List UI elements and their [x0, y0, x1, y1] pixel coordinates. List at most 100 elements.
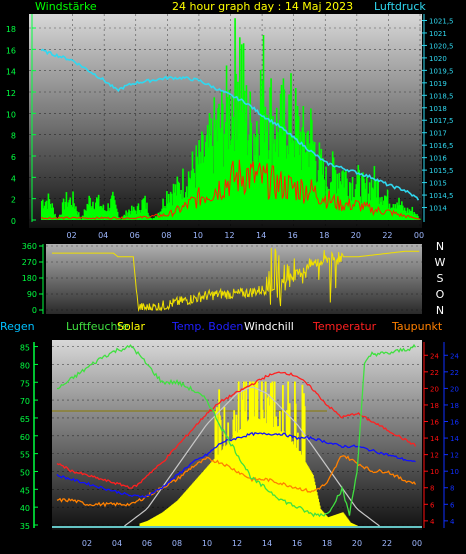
wind-bar	[312, 144, 315, 220]
gust-line	[40, 159, 421, 220]
x-tick-label: 18	[322, 539, 332, 548]
wind-bar	[292, 136, 294, 220]
wind-bar	[362, 172, 364, 220]
wind-bar	[378, 203, 380, 220]
wind-bar	[72, 191, 74, 220]
solar-bar	[301, 384, 304, 526]
wind-bar	[111, 195, 113, 220]
wind-bar	[394, 204, 397, 220]
wind-bar	[59, 214, 61, 220]
wind-bar	[62, 198, 65, 220]
wind-bar	[219, 128, 221, 220]
wind-bar	[326, 186, 328, 220]
wind-bar	[278, 119, 281, 220]
x-tick-label: 00	[414, 231, 424, 240]
wind-bar	[275, 107, 278, 220]
wind-bar	[101, 208, 104, 220]
wind-bar	[89, 197, 91, 220]
wind-bar	[240, 44, 243, 221]
wind-bar	[63, 209, 66, 220]
wind-bar	[95, 197, 98, 220]
x-tick-label: 04	[112, 539, 122, 548]
wind-bar	[106, 210, 108, 220]
x-tick-label: 16	[292, 539, 302, 548]
wind-bar	[55, 217, 57, 220]
wind-bar	[173, 192, 176, 220]
wind-tick-label: 8	[11, 132, 16, 141]
wind-bar	[147, 212, 149, 220]
wind-bar	[395, 208, 397, 220]
wind-tick-label: 12	[6, 89, 16, 98]
wind-bar	[365, 177, 368, 220]
wind-bar	[52, 207, 54, 220]
wind-bar	[294, 88, 297, 220]
wind-bar	[166, 191, 168, 220]
wind-bar	[61, 202, 64, 220]
wind-bar	[164, 205, 166, 220]
compass-label: S	[437, 272, 444, 285]
wind-bar	[377, 180, 379, 220]
wind-bar	[225, 65, 228, 221]
wind-bar	[260, 98, 263, 220]
pressure-tick-label: 1018	[429, 105, 447, 113]
wind-bar	[90, 207, 92, 220]
wind-bar	[196, 156, 198, 220]
wind-bar	[331, 151, 334, 220]
wind-bar	[342, 170, 344, 220]
wind-bar	[131, 205, 133, 220]
x-tick-label: 12	[232, 539, 242, 548]
humidity-series	[56, 343, 417, 518]
compass-label: W	[435, 256, 446, 269]
direction-y-axis: 0 90 180 270 360	[22, 242, 44, 315]
wind-bar	[399, 204, 401, 220]
wind-bar	[256, 121, 258, 220]
wind-bar	[127, 212, 129, 220]
wind-bar	[346, 178, 348, 220]
wind-bar	[401, 205, 404, 220]
wind-bar	[109, 207, 111, 220]
wind-bar	[283, 89, 286, 221]
legend-solar: Solar	[117, 320, 146, 333]
wind-bar	[265, 131, 268, 220]
wind-bar	[351, 177, 354, 220]
wind-bar	[285, 158, 288, 220]
legend-regen: Regen	[0, 320, 35, 333]
wind-bar	[119, 219, 122, 220]
wind-bar	[220, 132, 222, 220]
wind-bar	[301, 127, 304, 220]
wind-bar	[216, 141, 218, 220]
wind-bar	[403, 207, 406, 220]
wind-bar	[141, 200, 144, 220]
wind-bar	[295, 118, 298, 220]
pressure-tick-label: 1015,5	[429, 167, 454, 175]
wind-bar	[179, 194, 181, 220]
legend-taupunkt: Taupunkt	[391, 320, 443, 333]
wind-bar	[96, 198, 99, 220]
humidity-tick-label: 75	[20, 379, 30, 388]
wind-bar	[366, 203, 369, 220]
wind-bar	[114, 204, 117, 220]
wind-bar	[270, 78, 272, 220]
wind-bar	[263, 142, 266, 220]
wind-bar	[409, 211, 412, 220]
temp-tick-label: 8	[430, 485, 434, 493]
pressure-tick-label: 1021	[429, 30, 447, 38]
wind-bar	[416, 214, 418, 220]
wind-bar	[299, 131, 302, 220]
wind-bar	[108, 210, 110, 220]
wind-bar	[264, 106, 267, 220]
soil-tick-label: 8	[450, 485, 454, 493]
wind-tick-label: 0	[11, 217, 16, 226]
soil-tick-label: 18	[450, 402, 459, 410]
x-tick-label: 20	[352, 539, 362, 548]
wind-bar	[239, 37, 241, 220]
wind-bar	[406, 207, 409, 220]
wind-bar	[115, 208, 118, 220]
pressure-y-axis: 1014 1014,5 1015 1015,5 1016 1016,5 1017 1017,5…	[422, 14, 454, 222]
wind-bar	[410, 210, 413, 220]
direction-tick-label: 360	[22, 242, 37, 251]
wind-bar	[93, 208, 95, 220]
wind-bar	[251, 167, 253, 220]
pressure-tick-label: 1014	[429, 205, 447, 213]
wind-bar	[247, 140, 250, 220]
